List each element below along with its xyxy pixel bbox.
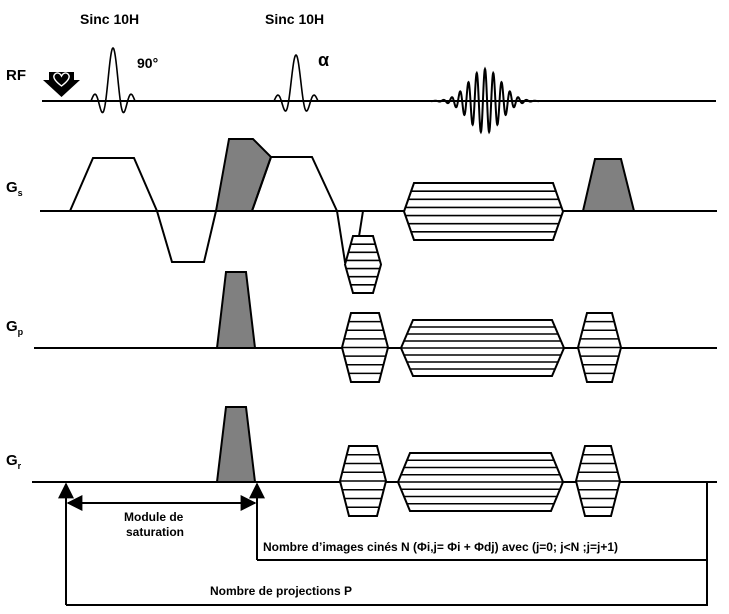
gp-spoiler-gradient — [215, 271, 257, 349]
module-label-line2: saturation — [126, 525, 184, 539]
channel-label-gr: Gr — [6, 452, 22, 471]
flip-angle-90-label: 90° — [137, 55, 158, 71]
flip-angle-alpha-label: α — [318, 50, 329, 70]
rf-sinc-pulse-90 — [90, 47, 136, 114]
channel-label-rf: RF — [6, 67, 26, 84]
sinc-label-2: Sinc 10H — [265, 11, 324, 27]
gs-slice-select-lobe-1 — [69, 157, 158, 212]
gs-phase-encode-table-large — [402, 182, 565, 241]
module-label-line1: Module de — [124, 510, 184, 524]
gs-phase-encode-table-small — [343, 235, 383, 294]
gs-spoiler-gradient — [214, 138, 273, 212]
channel-label-gp: Gp — [6, 318, 24, 337]
projections-label: Nombre de projections P — [210, 584, 352, 598]
sinc-label-1: Sinc 10H — [80, 11, 139, 27]
rf-echo-signal — [431, 66, 539, 135]
gp-phase-table-1 — [340, 312, 390, 383]
gr-spoiler-gradient — [215, 406, 257, 483]
gs-refocus-lobe — [156, 210, 217, 263]
cine-images-label: Nombre d’images cinés N (Φi,j= Φi + Φdj)… — [263, 540, 618, 554]
gr-readout-table-2 — [396, 452, 565, 512]
gs-slice-select-lobe-2 — [251, 156, 338, 212]
gp-phase-table-2 — [399, 319, 566, 377]
heart-trigger-arrow-icon — [43, 72, 80, 97]
gr-readout-table-3 — [574, 445, 622, 517]
gp-phase-table-3 — [576, 312, 623, 383]
projections-loop-line — [66, 482, 708, 606]
gs-crusher-gradient — [581, 158, 636, 212]
rf-sinc-pulse-alpha — [273, 54, 319, 112]
gr-readout-table-1 — [338, 445, 388, 517]
channel-label-gs: Gs — [6, 179, 23, 198]
